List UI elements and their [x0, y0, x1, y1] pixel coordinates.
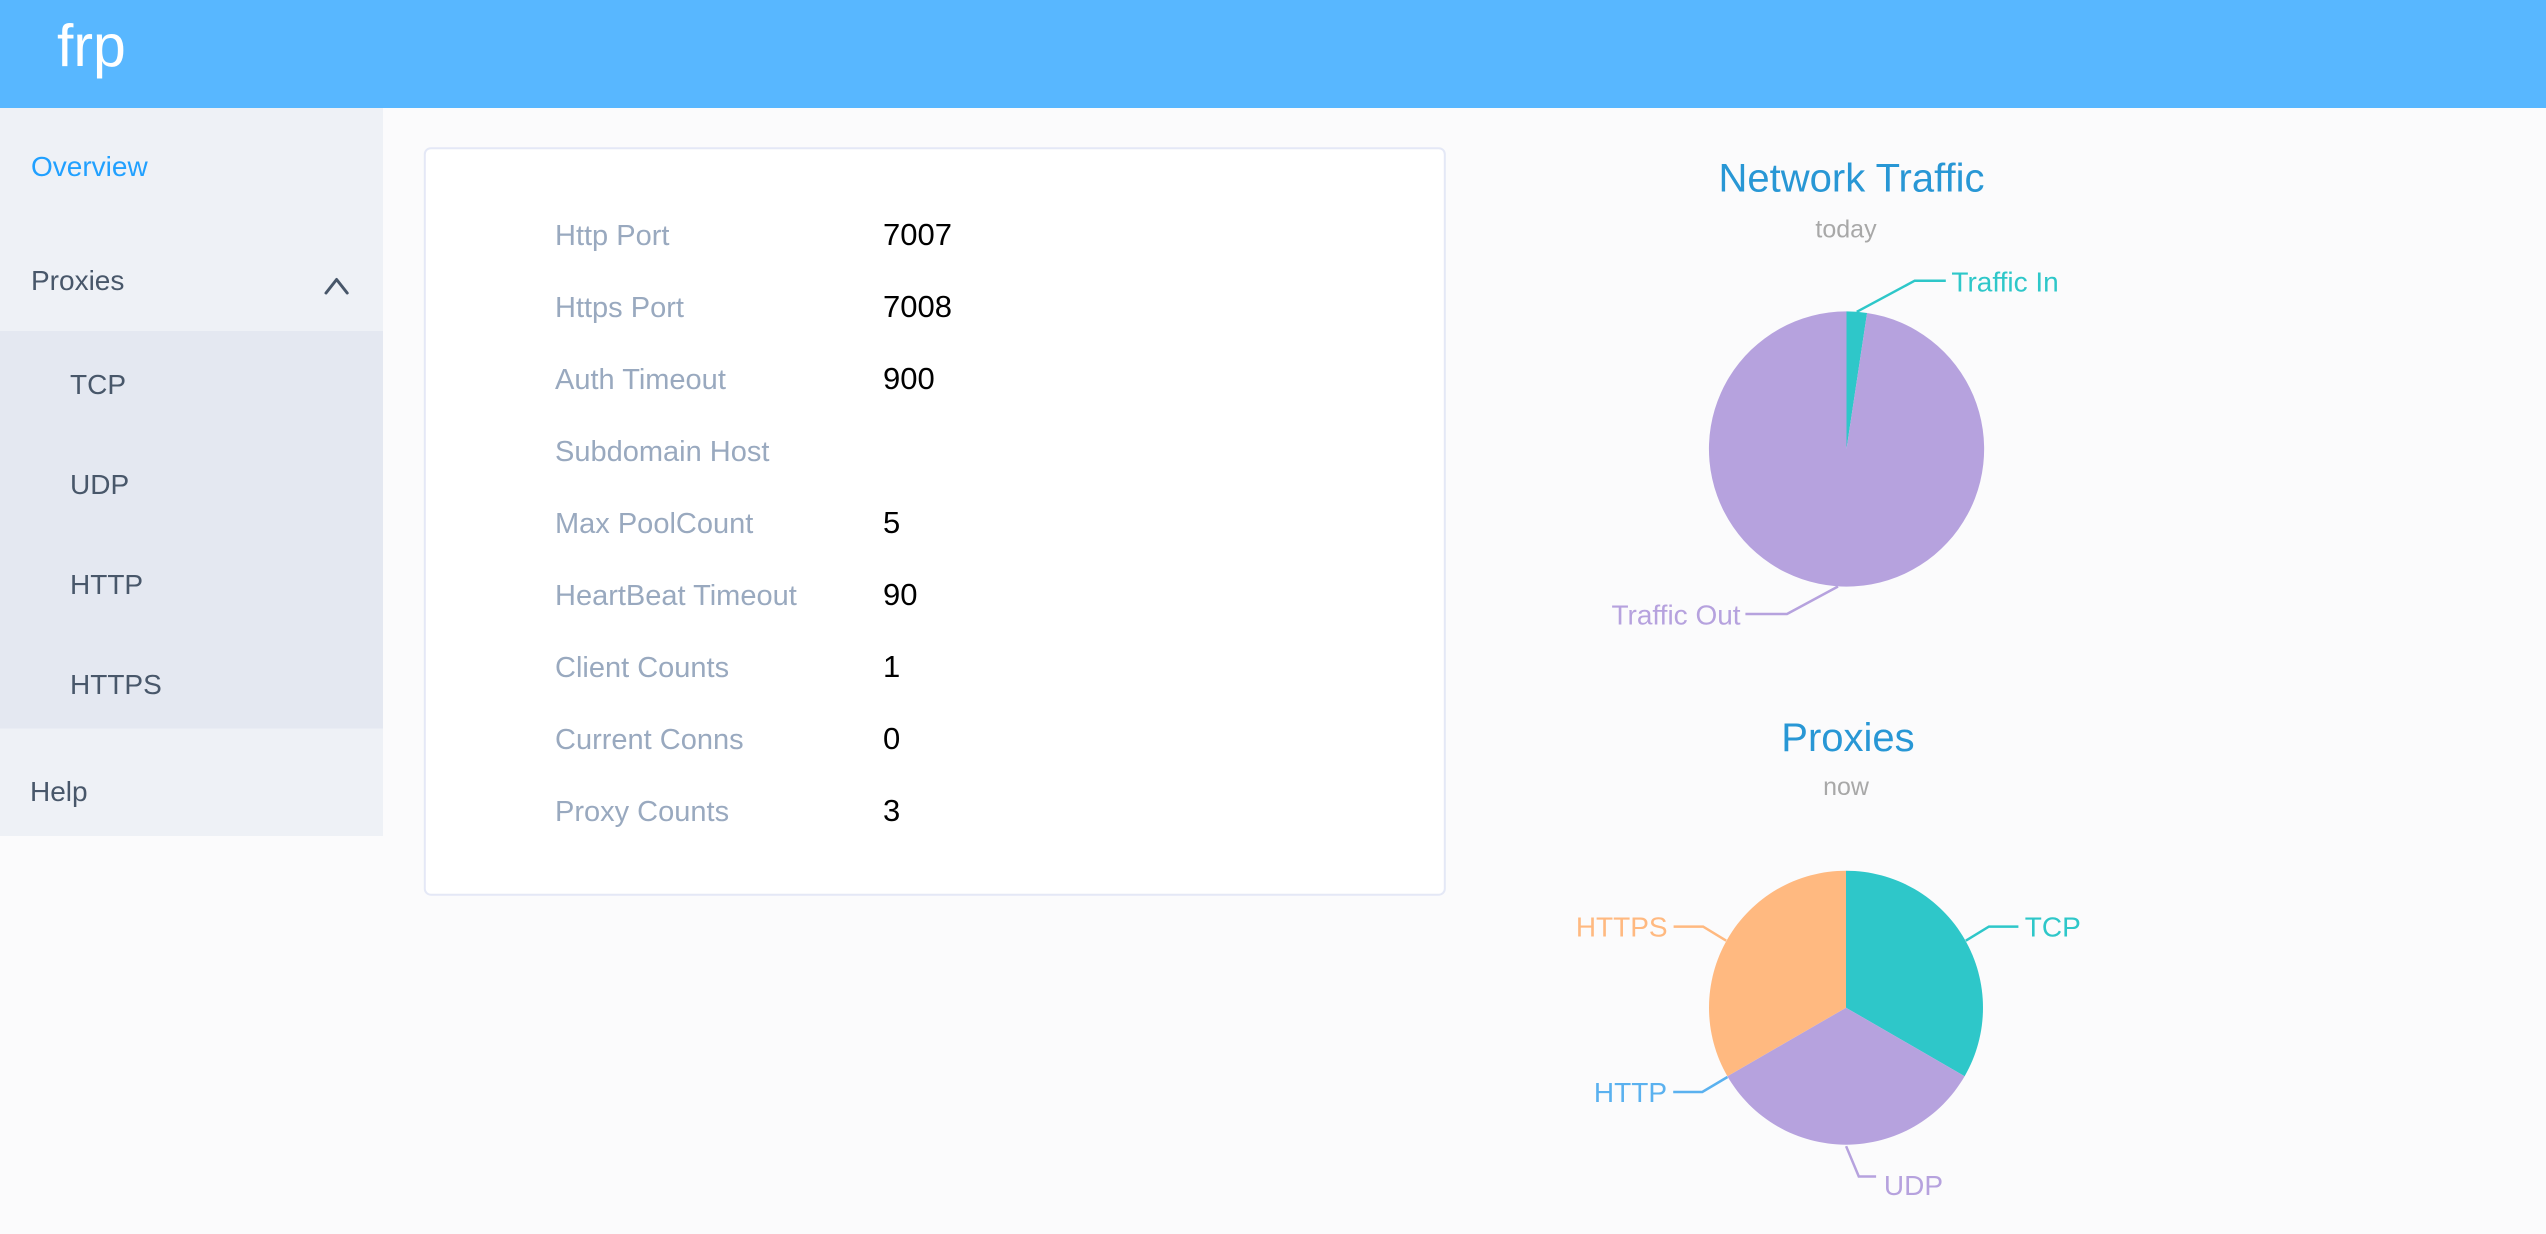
- svg-text:HTTP: HTTP: [1594, 1077, 1667, 1108]
- svg-text:3: 3: [883, 793, 900, 828]
- svg-text:Proxies: Proxies: [31, 265, 124, 296]
- svg-text:UDP: UDP: [70, 469, 129, 500]
- svg-text:Https Port: Https Port: [555, 292, 684, 324]
- svg-text:7008: 7008: [883, 289, 952, 324]
- svg-text:0: 0: [883, 721, 900, 756]
- svg-text:Network Traffic: Network Traffic: [1719, 157, 1985, 201]
- svg-text:90: 90: [883, 577, 917, 612]
- svg-text:Traffic In: Traffic In: [1951, 266, 2058, 297]
- svg-text:Http Port: Http Port: [555, 220, 669, 252]
- svg-text:frp: frp: [57, 13, 126, 79]
- svg-text:Proxy Counts: Proxy Counts: [555, 796, 729, 828]
- svg-text:Overview: Overview: [31, 151, 148, 182]
- svg-text:HeartBeat Timeout: HeartBeat Timeout: [555, 580, 797, 612]
- svg-text:Client Counts: Client Counts: [555, 652, 729, 684]
- svg-text:Help: Help: [30, 776, 88, 807]
- svg-text:now: now: [1823, 773, 1870, 801]
- svg-text:UDP: UDP: [1884, 1170, 1943, 1201]
- svg-text:Traffic Out: Traffic Out: [1611, 599, 1740, 630]
- svg-text:HTTPS: HTTPS: [70, 669, 162, 700]
- svg-text:Max PoolCount: Max PoolCount: [555, 508, 753, 540]
- svg-text:Auth Timeout: Auth Timeout: [555, 364, 726, 396]
- svg-text:900: 900: [883, 361, 935, 396]
- svg-text:1: 1: [883, 649, 900, 684]
- svg-text:Subdomain Host: Subdomain Host: [555, 436, 769, 468]
- svg-text:HTTPS: HTTPS: [1576, 912, 1668, 943]
- svg-text:today: today: [1815, 216, 1877, 244]
- svg-text:TCP: TCP: [70, 369, 126, 400]
- svg-text:Current Conns: Current Conns: [555, 724, 744, 756]
- svg-text:7007: 7007: [883, 217, 952, 252]
- svg-text:5: 5: [883, 505, 900, 540]
- svg-text:TCP: TCP: [2025, 912, 2081, 943]
- svg-text:HTTP: HTTP: [70, 569, 143, 600]
- svg-text:Proxies: Proxies: [1781, 716, 1914, 760]
